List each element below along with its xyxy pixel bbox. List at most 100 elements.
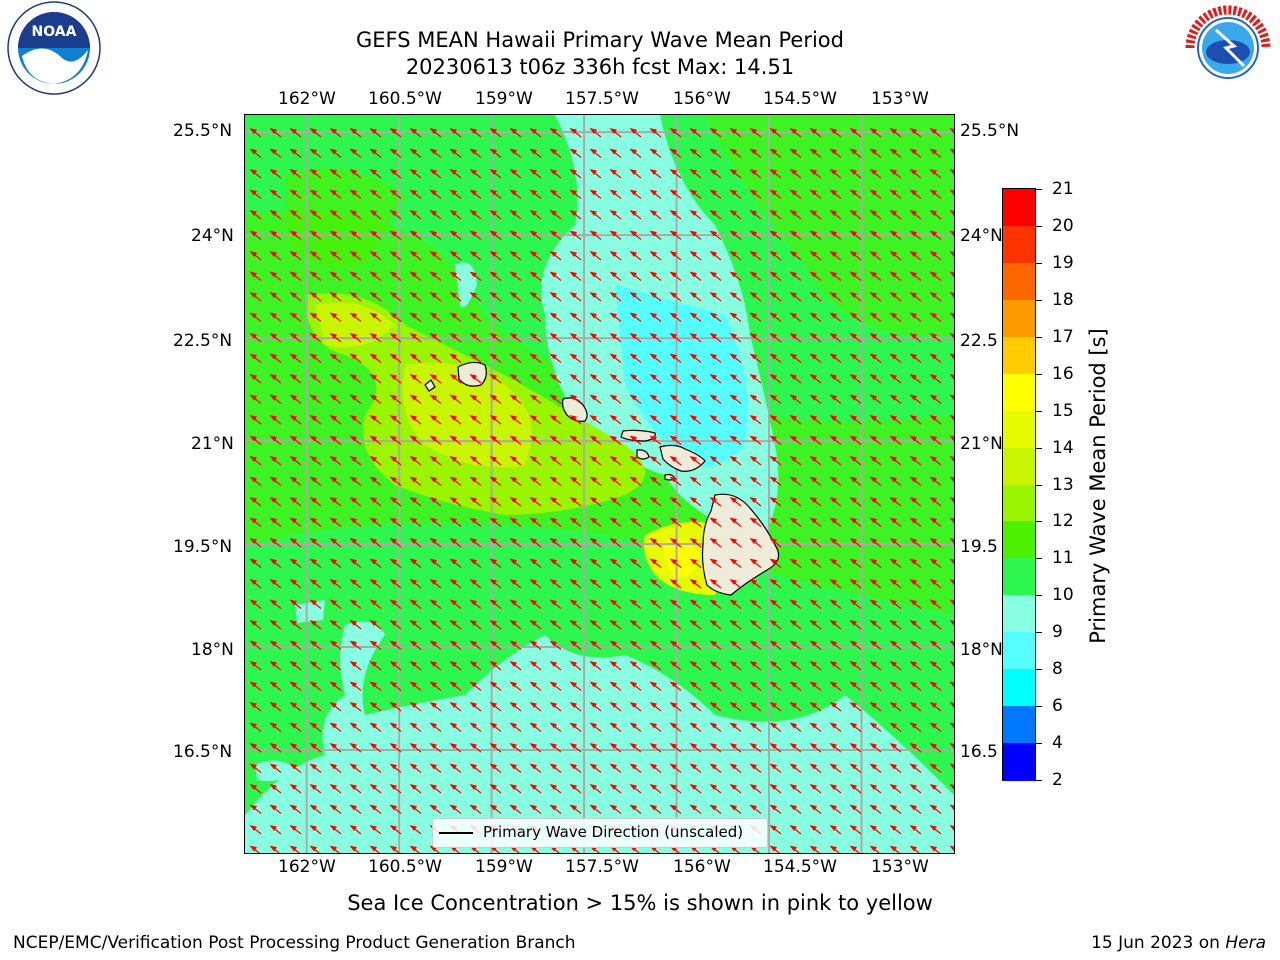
wave-vector-head (929, 825, 937, 832)
wave-vector-head (869, 189, 877, 196)
wave-vector-head (569, 722, 577, 729)
wave-vector-head (349, 661, 357, 668)
wave-vector-head (489, 394, 497, 401)
wave-vector-head (629, 292, 637, 299)
wave-vector-head (929, 620, 937, 627)
wave-vector-head (529, 394, 537, 401)
wave-vector-head (769, 517, 777, 524)
wave-vector-head (449, 169, 457, 176)
wave-vector-head (669, 497, 677, 504)
wave-vector-head (909, 128, 917, 135)
wave-vector-head (869, 743, 877, 750)
wave-vector-head (429, 415, 437, 422)
wave-vector-head (849, 333, 857, 340)
wave-vector-head (529, 148, 537, 155)
wave-vector-head (689, 456, 697, 463)
wave-vector-head (569, 169, 577, 176)
wave-vector-head (809, 804, 817, 811)
wave-vector-head (849, 743, 857, 750)
wave-vector-head (409, 538, 417, 545)
wave-vector-head (449, 189, 457, 196)
wave-vector-head (629, 230, 637, 237)
wave-vector-head (709, 374, 717, 381)
wave-vector-head (729, 169, 737, 176)
wave-vector-head (629, 394, 637, 401)
wave-vector-head (869, 476, 877, 483)
wave-vector-head (449, 128, 457, 135)
wave-vector-head (629, 579, 637, 586)
wave-vector-head (549, 579, 557, 586)
wave-vector-head (629, 702, 637, 709)
wave-vector-head (429, 620, 437, 627)
colorbar-tick-label: 10 (1052, 585, 1074, 606)
wave-vector-head (689, 333, 697, 340)
wave-vector-head (869, 599, 877, 606)
wave-vector-head (649, 230, 657, 237)
wave-vector-head (729, 497, 737, 504)
wave-vector-head (809, 333, 817, 340)
wave-vector-head (429, 784, 437, 791)
wave-vector-head (729, 620, 737, 627)
wave-vector-head (389, 210, 397, 217)
wave-vector-head (789, 558, 797, 565)
wave-vector-head (849, 210, 857, 217)
left-tick-label: 21°N (191, 434, 234, 454)
wave-vector-head (529, 333, 537, 340)
wave-vector-head (829, 538, 837, 545)
wave-vector-head (889, 845, 897, 852)
wave-vector-head (869, 312, 877, 319)
right-tick-label: 16.5 (960, 742, 998, 762)
wave-vector-head (389, 538, 397, 545)
wave-vector-head (669, 456, 677, 463)
wave-vector-head (809, 661, 817, 668)
wave-vector-head (269, 415, 277, 422)
colorbar-tick-mark (1036, 410, 1042, 412)
wave-vector-head (649, 804, 657, 811)
wave-vector-head (329, 497, 337, 504)
wave-vector-head (789, 620, 797, 627)
wave-vector-head (589, 743, 597, 750)
chart-title: GEFS MEAN Hawaii Primary Wave Mean Perio… (356, 28, 844, 52)
wave-vector-head (769, 599, 777, 606)
wave-vector-head (809, 743, 817, 750)
wave-vector-head (349, 169, 357, 176)
wave-vector-head (729, 251, 737, 258)
wave-vector-head (409, 251, 417, 258)
colorbar-tick-label: 4 (1052, 733, 1063, 754)
wave-vector-head (289, 476, 297, 483)
wave-vector-head (569, 784, 577, 791)
wave-vector-head (609, 353, 617, 360)
wave-vector-head (909, 558, 917, 565)
wave-vector-head (849, 292, 857, 299)
bottom-tick-label: 157.5°W (565, 857, 639, 877)
wave-vector-head (789, 189, 797, 196)
wave-vector-head (689, 353, 697, 360)
wave-vector-head (329, 374, 337, 381)
wave-vector-head (769, 435, 777, 442)
wave-vector-head (809, 353, 817, 360)
wave-vector-head (489, 292, 497, 299)
wave-vector-head (269, 722, 277, 729)
wave-vector-head (849, 435, 857, 442)
wave-vector-head (649, 743, 657, 750)
wave-vector-head (249, 784, 257, 791)
wave-vector-head (349, 353, 357, 360)
wave-vector-head (269, 579, 277, 586)
wave-vector-head (809, 456, 817, 463)
left-tick-label: 18°N (191, 640, 234, 660)
wave-vector-head (609, 517, 617, 524)
wave-vector-head (709, 702, 717, 709)
wave-vector-head (389, 476, 397, 483)
wave-vector-head (349, 189, 357, 196)
wave-vector-head (269, 271, 277, 278)
wave-vector-head (369, 599, 377, 606)
wave-vector-head (809, 702, 817, 709)
map-legend: Primary Wave Direction (unscaled) (432, 818, 768, 848)
wave-vector-head (289, 845, 297, 852)
wave-vector-head (329, 722, 337, 729)
wave-vector-head (409, 148, 417, 155)
wave-vector-head (389, 743, 397, 750)
wave-vector-head (589, 476, 597, 483)
wave-vector-head (729, 456, 737, 463)
wave-vector-head (589, 497, 597, 504)
